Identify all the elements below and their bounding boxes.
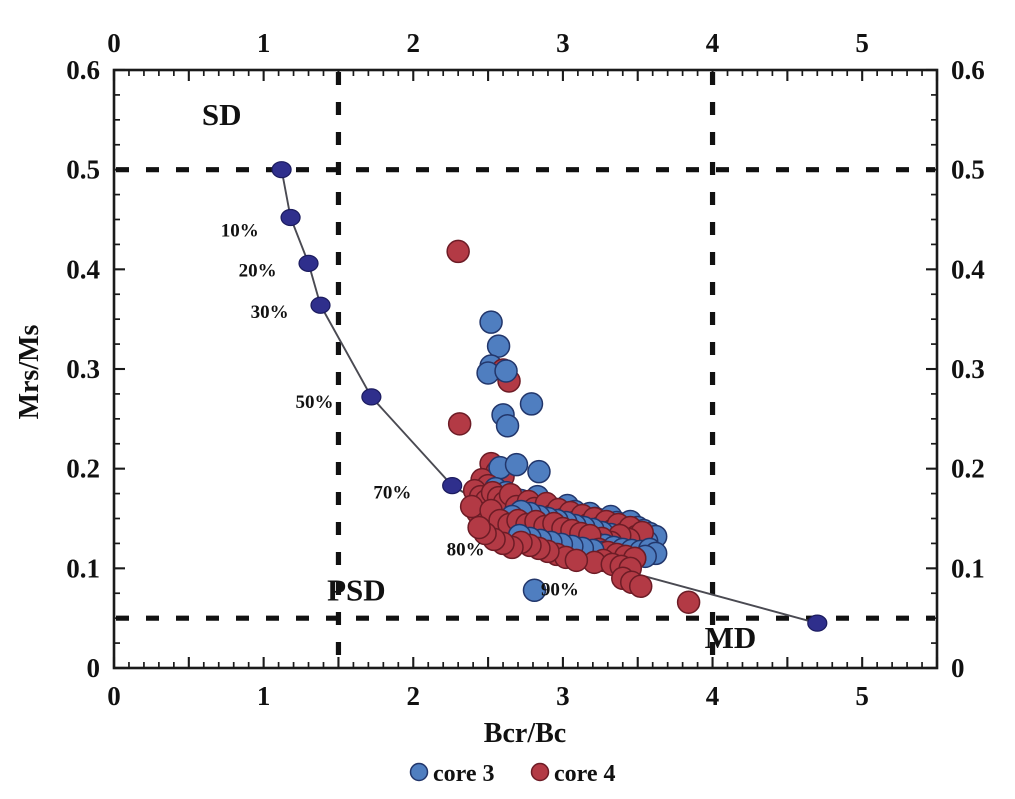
y-tick-label-left: 0.2 bbox=[66, 454, 100, 484]
y-tick-label-right: 0 bbox=[951, 653, 965, 683]
data-point-core4 bbox=[628, 574, 653, 599]
mixing-pct-label: 80% bbox=[447, 539, 485, 560]
x-tick-label-top: 5 bbox=[855, 28, 869, 58]
data-point-core4 bbox=[676, 590, 701, 614]
plot-frame bbox=[112, 68, 939, 670]
x-axis-title: Bcr/Bc bbox=[484, 718, 566, 749]
y-tick-label-left: 0.3 bbox=[66, 354, 100, 384]
mixing-pct-label: 30% bbox=[251, 302, 289, 323]
data-point-core3 bbox=[504, 452, 529, 477]
x-tick-label-bottom: 5 bbox=[855, 681, 869, 711]
mixing-curve-marker bbox=[310, 296, 331, 314]
data-point-core3 bbox=[486, 334, 511, 358]
y-tick-label-right: 0.6 bbox=[951, 55, 985, 85]
y-tick-label-right: 0.3 bbox=[951, 354, 985, 384]
data-point-core4 bbox=[459, 494, 484, 519]
legend-marker-core4 bbox=[530, 762, 550, 782]
data-point-core4 bbox=[447, 412, 472, 436]
x-tick-label-top: 0 bbox=[107, 28, 121, 58]
y-tick-label-left: 0 bbox=[87, 653, 101, 683]
x-tick-label-top: 3 bbox=[556, 28, 570, 58]
region-label-md: MD bbox=[705, 620, 757, 655]
scatter-points bbox=[446, 239, 701, 614]
y-tick-label-left: 0.4 bbox=[66, 254, 100, 284]
legend-label-core3: core 3 bbox=[433, 761, 495, 787]
data-point-core3 bbox=[522, 578, 547, 603]
mixing-curve-marker bbox=[271, 161, 292, 179]
data-point-core4 bbox=[446, 239, 470, 264]
x-tick-label-top: 2 bbox=[407, 28, 421, 58]
x-tick-label-bottom: 3 bbox=[556, 681, 570, 711]
x-tick-label-bottom: 2 bbox=[407, 681, 421, 711]
y-tick-label-left: 0.1 bbox=[66, 553, 100, 583]
legend: core 3 core 4 bbox=[409, 761, 616, 787]
data-point-core3 bbox=[494, 359, 518, 383]
mixing-pct-label: 90% bbox=[541, 579, 579, 600]
mixing-curve-marker bbox=[442, 477, 463, 495]
mixing-curve-marker bbox=[280, 208, 301, 227]
region-label-psd: PSD bbox=[327, 572, 386, 607]
legend-marker-core3 bbox=[409, 762, 429, 782]
x-tick-label-top: 1 bbox=[257, 28, 271, 58]
mixing-curve-marker bbox=[361, 388, 382, 406]
data-point-core3 bbox=[527, 459, 551, 484]
x-tick-label-top: 4 bbox=[706, 28, 720, 58]
mixing-pct-label: 10% bbox=[221, 220, 259, 241]
data-point-core3 bbox=[479, 310, 503, 334]
x-tick-label-bottom: 4 bbox=[706, 681, 720, 711]
y-tick-label-left: 0.6 bbox=[66, 55, 100, 85]
mixing-curve-marker bbox=[298, 254, 319, 272]
data-point-core4 bbox=[467, 515, 491, 540]
x-tick-label-bottom: 0 bbox=[107, 681, 121, 711]
data-point-core3 bbox=[519, 392, 544, 416]
mixing-curve-labels: 10% 20% 30% 50% 70% 80% 90% bbox=[221, 220, 579, 600]
y-tick-label-left: 0.5 bbox=[66, 155, 100, 185]
mixing-pct-label: 70% bbox=[373, 483, 411, 504]
data-point-core3 bbox=[495, 414, 520, 438]
mixing-pct-label: 20% bbox=[239, 260, 277, 281]
y-tick-label-right: 0.1 bbox=[951, 553, 985, 583]
data-point-core4 bbox=[564, 548, 589, 573]
y-axis-title: Mrs/Ms bbox=[14, 324, 45, 419]
region-boundaries bbox=[116, 72, 935, 666]
region-label-sd: SD bbox=[202, 97, 242, 132]
x-tick-label-bottom: 1 bbox=[257, 681, 271, 711]
y-tick-label-right: 0.2 bbox=[951, 454, 985, 484]
y-tick-label-right: 0.4 bbox=[951, 254, 985, 284]
legend-label-core4: core 4 bbox=[554, 761, 616, 787]
y-tick-label-right: 0.5 bbox=[951, 155, 985, 185]
axis-ticks bbox=[112, 68, 939, 670]
mixing-curve-marker bbox=[807, 614, 828, 632]
mixing-pct-label: 50% bbox=[296, 392, 334, 413]
